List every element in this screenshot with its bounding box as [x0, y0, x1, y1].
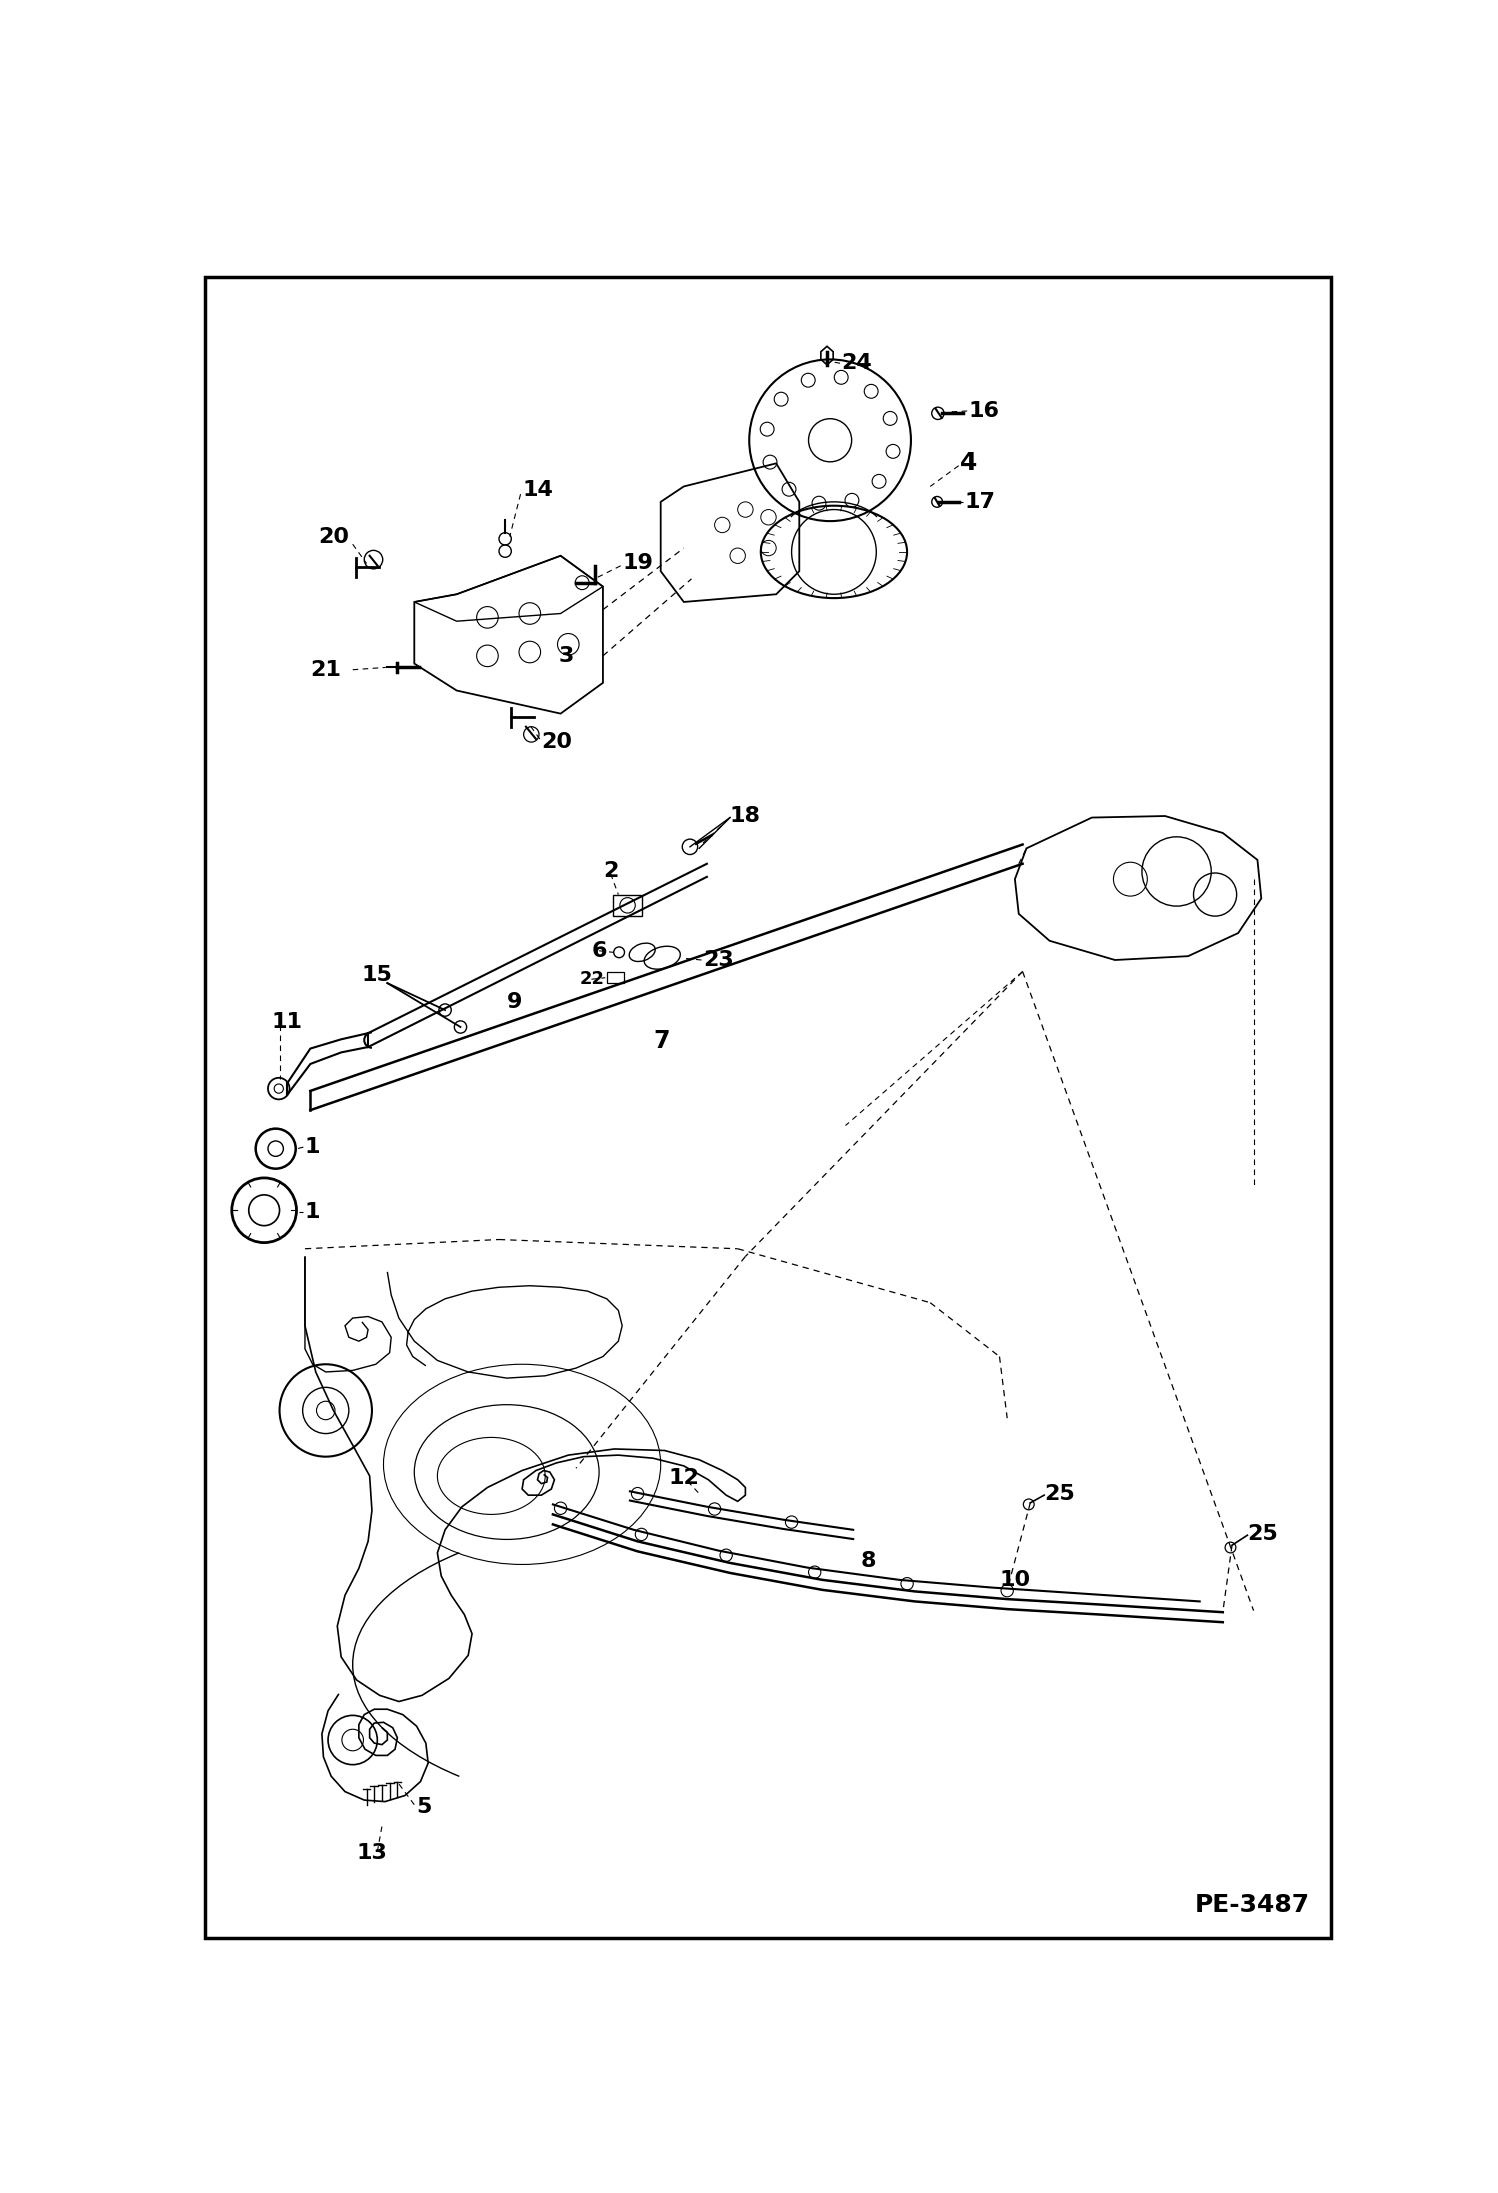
Circle shape [759, 423, 774, 436]
Text: 19: 19 [622, 553, 653, 572]
Text: 6: 6 [592, 941, 607, 961]
Text: 17: 17 [965, 491, 996, 511]
Text: 25: 25 [1248, 1524, 1278, 1544]
Text: 20: 20 [318, 526, 349, 546]
Text: 10: 10 [999, 1570, 1031, 1590]
Circle shape [900, 1577, 914, 1590]
Circle shape [887, 445, 900, 458]
Circle shape [782, 482, 795, 496]
Text: 22: 22 [580, 969, 605, 989]
Circle shape [709, 1502, 721, 1515]
Text: 16: 16 [969, 401, 999, 421]
Circle shape [801, 373, 815, 388]
Text: 14: 14 [523, 480, 553, 500]
Circle shape [554, 1502, 566, 1515]
Text: 23: 23 [703, 950, 734, 969]
Text: 9: 9 [506, 993, 523, 1013]
Circle shape [834, 371, 848, 384]
Text: 1: 1 [306, 1202, 321, 1222]
Text: 20: 20 [541, 732, 572, 752]
Text: 7: 7 [653, 1029, 670, 1053]
Circle shape [884, 412, 897, 425]
Circle shape [845, 493, 858, 507]
Circle shape [785, 1515, 798, 1529]
Circle shape [632, 1487, 644, 1500]
Text: 5: 5 [416, 1796, 431, 1818]
Text: 1: 1 [306, 1138, 321, 1158]
Circle shape [812, 496, 825, 511]
Text: 25: 25 [1044, 1485, 1076, 1504]
Circle shape [809, 1566, 821, 1579]
Text: 21: 21 [310, 660, 342, 680]
Circle shape [1023, 1500, 1034, 1509]
Circle shape [762, 456, 777, 469]
Text: 2: 2 [602, 862, 619, 882]
Text: 3: 3 [559, 647, 574, 667]
Text: 8: 8 [861, 1550, 876, 1570]
Circle shape [721, 1548, 733, 1561]
Circle shape [872, 474, 885, 489]
Text: 13: 13 [357, 1842, 388, 1864]
Text: 15: 15 [363, 965, 392, 985]
Text: 18: 18 [730, 807, 761, 827]
Text: 4: 4 [959, 452, 977, 476]
Text: 11: 11 [271, 1011, 303, 1031]
Circle shape [864, 384, 878, 399]
Text: 12: 12 [668, 1469, 700, 1489]
Circle shape [1225, 1542, 1236, 1553]
Circle shape [1001, 1586, 1013, 1597]
Circle shape [774, 393, 788, 406]
Text: PE-3487: PE-3487 [1195, 1893, 1309, 1917]
Text: 24: 24 [842, 353, 872, 373]
Circle shape [635, 1529, 647, 1542]
